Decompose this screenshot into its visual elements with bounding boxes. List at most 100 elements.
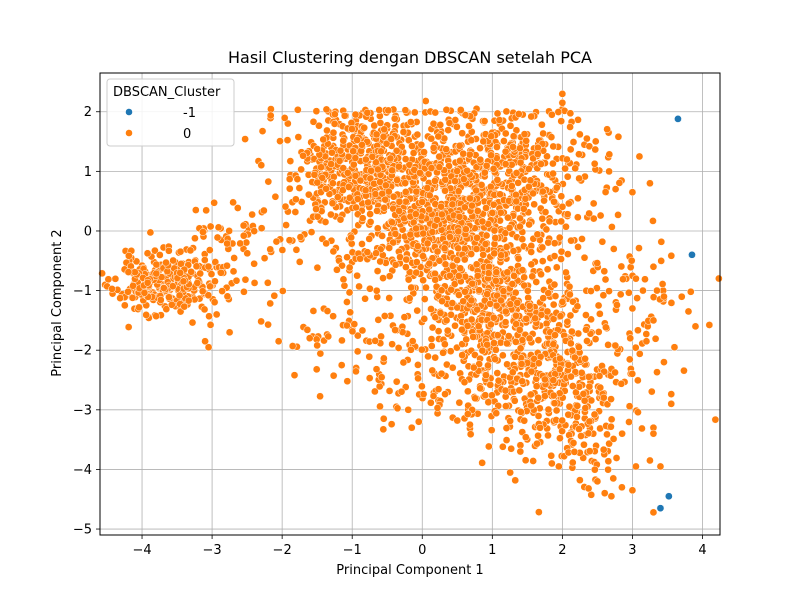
point-cluster-0 <box>433 404 442 412</box>
point-cluster-0 <box>556 312 565 320</box>
point-cluster-0 <box>614 211 622 219</box>
point-cluster-0 <box>356 176 365 185</box>
point-cluster-0 <box>213 233 222 242</box>
point-cluster-0 <box>278 287 287 295</box>
point-cluster-0 <box>156 296 165 304</box>
point-cluster-0 <box>361 186 370 195</box>
point-cluster-0 <box>288 342 297 350</box>
point-cluster-0 <box>374 316 383 324</box>
point-cluster-0 <box>527 367 536 376</box>
point-cluster-0 <box>439 348 447 357</box>
point-cluster-0 <box>512 169 521 177</box>
point-cluster-0 <box>605 439 613 448</box>
point-cluster-0 <box>201 337 209 346</box>
point-cluster-0 <box>455 398 464 407</box>
point-cluster-0 <box>508 368 517 377</box>
point-cluster-0 <box>521 433 530 442</box>
point-cluster-0 <box>443 326 452 335</box>
point-cluster-0 <box>193 279 202 287</box>
point-cluster-0 <box>152 260 161 269</box>
point-cluster-0 <box>633 294 641 302</box>
point-cluster-0 <box>527 248 536 256</box>
point-cluster-0 <box>509 132 518 141</box>
point-cluster-0 <box>612 454 621 462</box>
point-cluster-0 <box>600 489 609 498</box>
point-cluster-0 <box>355 282 363 291</box>
point-cluster-0 <box>414 374 422 383</box>
point-cluster-0 <box>128 294 137 302</box>
point-cluster-0 <box>463 166 471 175</box>
point-cluster-0 <box>473 271 482 280</box>
point-cluster-0 <box>358 326 367 335</box>
point-cluster-0 <box>574 115 582 124</box>
point-cluster-0 <box>570 448 579 456</box>
point-cluster-0 <box>513 298 522 307</box>
point-cluster-0 <box>186 246 195 255</box>
point-cluster-0 <box>503 268 512 277</box>
point-cluster-0 <box>458 129 467 138</box>
point-cluster-0 <box>613 301 621 309</box>
point-cluster-0 <box>461 287 469 296</box>
point-cluster-0 <box>591 335 600 343</box>
point-cluster-0 <box>634 408 642 417</box>
point-cluster-0 <box>442 105 451 114</box>
point-cluster-0 <box>422 283 430 292</box>
point-cluster-0 <box>349 147 358 156</box>
point-cluster-0 <box>601 188 610 196</box>
point-cluster-0 <box>223 239 231 248</box>
point-cluster-0 <box>343 169 352 177</box>
point-cluster-0 <box>363 248 372 257</box>
point-cluster-0 <box>274 337 283 346</box>
point-cluster-0 <box>272 237 281 246</box>
point-cluster-0 <box>491 346 500 354</box>
point-cluster-0 <box>469 333 478 341</box>
point-cluster-0 <box>468 279 477 288</box>
point-cluster-0 <box>466 420 474 429</box>
point-cluster-0 <box>605 150 614 159</box>
point-cluster-0 <box>632 462 640 471</box>
point-cluster-0 <box>353 347 362 356</box>
point-cluster-0 <box>574 194 582 203</box>
point-cluster-0 <box>628 486 637 495</box>
point-cluster-0 <box>496 190 504 199</box>
point-cluster-0 <box>175 291 184 300</box>
point-cluster-0 <box>538 120 546 129</box>
point-cluster-0 <box>124 287 132 296</box>
point-cluster-0 <box>385 387 394 395</box>
x-tick-label: −4 <box>132 543 151 558</box>
point-cluster-0 <box>425 191 434 200</box>
point-cluster-0 <box>533 439 541 448</box>
point-cluster-0 <box>605 287 613 295</box>
point-cluster-0 <box>533 230 542 239</box>
point-cluster-0 <box>460 255 469 264</box>
point-cluster-0 <box>205 246 214 254</box>
point-cluster-0 <box>557 255 565 263</box>
point-cluster-0 <box>578 235 586 243</box>
point-cluster-0 <box>456 106 465 114</box>
point-cluster-0 <box>347 233 356 242</box>
point-cluster-0 <box>167 300 176 309</box>
point-cluster-0 <box>419 276 427 285</box>
point-cluster-0 <box>414 417 423 426</box>
point-cluster-0 <box>593 259 602 267</box>
x-tick-label: 1 <box>488 543 496 558</box>
point-cluster-0 <box>474 322 483 331</box>
point-cluster-0 <box>313 178 322 187</box>
point-cluster-0 <box>521 194 530 203</box>
point-cluster-0 <box>483 290 492 298</box>
point-cluster-0 <box>618 429 626 438</box>
point-cluster-0 <box>656 462 665 471</box>
point-cluster-0 <box>345 193 354 202</box>
point-cluster-0 <box>312 205 320 213</box>
point-cluster-0 <box>295 184 304 192</box>
point-cluster-0 <box>441 186 449 195</box>
point-cluster-0 <box>168 282 177 291</box>
point-cluster-0 <box>196 269 205 278</box>
point-cluster-0 <box>309 307 318 315</box>
point-cluster-0 <box>599 291 608 300</box>
point-cluster-0 <box>615 179 624 187</box>
point-cluster-0 <box>604 457 613 466</box>
point-cluster-0 <box>468 201 476 210</box>
point-cluster-0 <box>658 280 667 288</box>
point-cluster-0 <box>448 262 457 270</box>
